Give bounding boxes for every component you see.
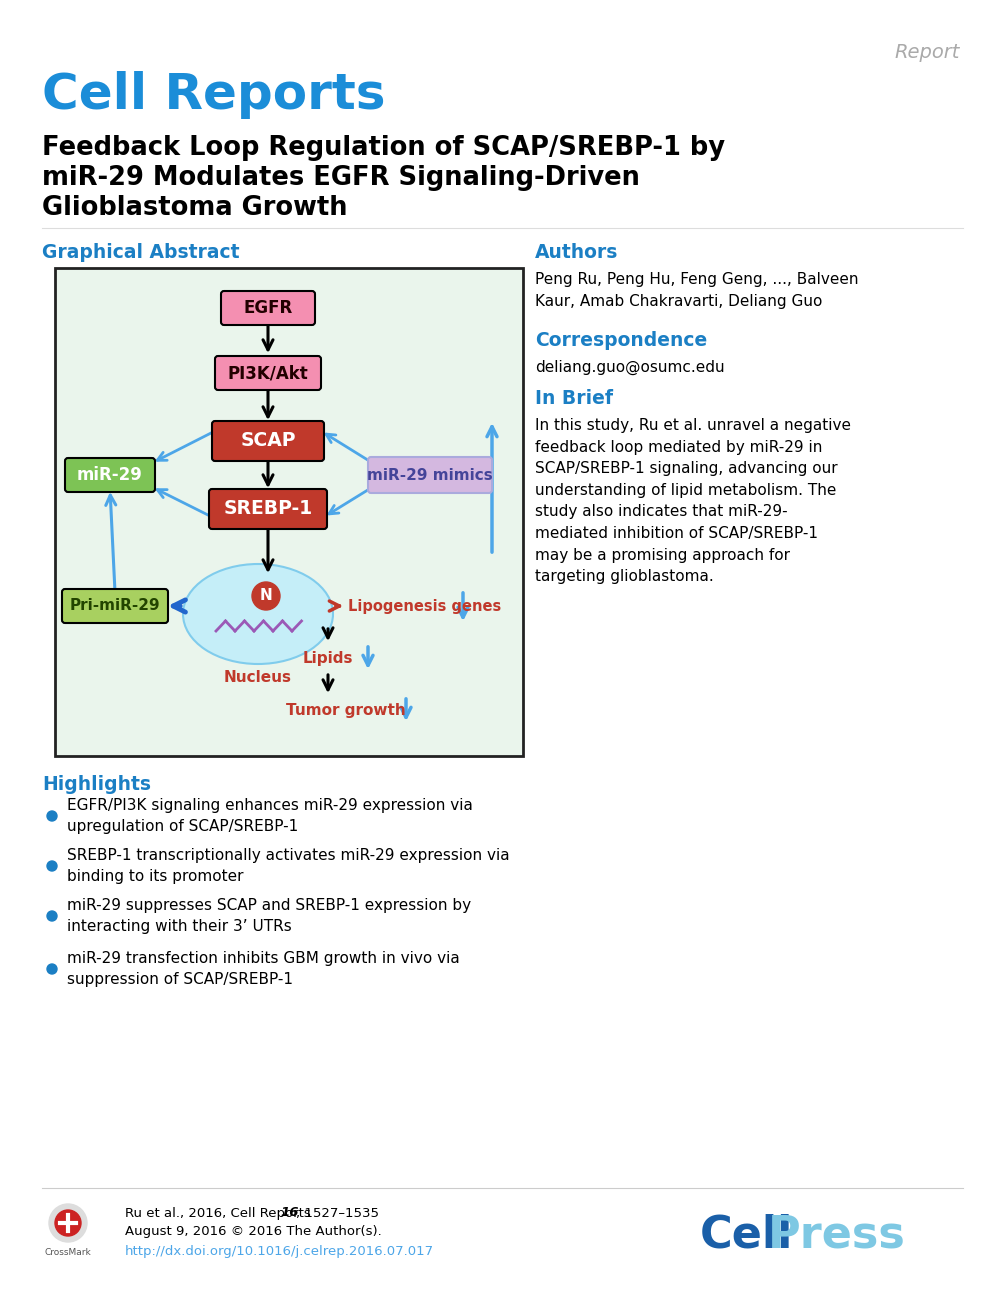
Text: August 9, 2016 © 2016 The Author(s).: August 9, 2016 © 2016 The Author(s). [125,1225,382,1238]
Text: N: N [259,589,272,603]
Text: Feedback Loop Regulation of SCAP/SREBP-1 by: Feedback Loop Regulation of SCAP/SREBP-1… [42,134,725,161]
Text: Nucleus: Nucleus [224,671,292,685]
Circle shape [47,861,57,870]
Text: Highlights: Highlights [42,774,151,793]
Text: SREBP-1 transcriptionally activates miR-29 expression via
binding to its promote: SREBP-1 transcriptionally activates miR-… [67,848,510,885]
Bar [55,268,523,756]
Text: Cell Reports: Cell Reports [42,70,386,119]
Ellipse shape [183,564,333,664]
FancyBboxPatch shape [65,458,155,492]
Text: 16: 16 [280,1207,298,1219]
Text: miR-29 suppresses SCAP and SREBP-1 expression by
interacting with their 3’ UTRs: miR-29 suppresses SCAP and SREBP-1 expre… [67,898,471,934]
Circle shape [47,911,57,921]
FancyBboxPatch shape [212,422,324,461]
Text: miR-29: miR-29 [77,466,143,484]
Text: In Brief: In Brief [535,389,613,407]
Text: Press: Press [768,1214,906,1257]
FancyBboxPatch shape [62,589,168,622]
FancyBboxPatch shape [368,457,492,493]
Circle shape [49,1205,87,1242]
Text: CrossMark: CrossMark [44,1248,91,1257]
Text: PI3K/Akt: PI3K/Akt [227,364,309,382]
Text: SREBP-1: SREBP-1 [223,500,313,518]
Text: Pri-miR-29: Pri-miR-29 [69,599,161,613]
Text: Peng Ru, Peng Hu, Feng Geng, ..., Balveen
Kaur, Amab Chakravarti, Deliang Guo: Peng Ru, Peng Hu, Feng Geng, ..., Balvee… [535,271,858,308]
Text: Ru et al., 2016, Cell Reports: Ru et al., 2016, Cell Reports [125,1207,315,1219]
FancyBboxPatch shape [215,356,321,390]
Text: Report: Report [894,43,960,61]
Text: miR-29 mimics: miR-29 mimics [367,467,492,483]
Circle shape [252,582,280,609]
Text: deliang.guo@osumc.edu: deliang.guo@osumc.edu [535,360,725,376]
Text: Lipogenesis genes: Lipogenesis genes [348,599,501,613]
Text: Correspondence: Correspondence [535,330,708,350]
Circle shape [47,964,57,974]
Text: Glioblastoma Growth: Glioblastoma Growth [42,194,348,221]
Text: miR-29 Modulates EGFR Signaling-Driven: miR-29 Modulates EGFR Signaling-Driven [42,164,640,191]
Text: , 1527–1535: , 1527–1535 [296,1207,379,1219]
Text: Authors: Authors [535,243,618,261]
Text: http://dx.doi.org/10.1016/j.celrep.2016.07.017: http://dx.doi.org/10.1016/j.celrep.2016.… [125,1245,434,1258]
FancyBboxPatch shape [209,489,327,529]
Text: Cell: Cell [700,1214,793,1257]
Text: EGFR/PI3K signaling enhances miR-29 expression via
upregulation of SCAP/SREBP-1: EGFR/PI3K signaling enhances miR-29 expr… [67,797,473,834]
FancyBboxPatch shape [221,291,315,325]
Circle shape [47,810,57,821]
Text: EGFR: EGFR [243,299,292,317]
Text: Graphical Abstract: Graphical Abstract [42,243,239,261]
Text: SCAP: SCAP [240,432,295,450]
Text: In this study, Ru et al. unravel a negative
feedback loop mediated by miR-29 in
: In this study, Ru et al. unravel a negat… [535,418,851,585]
Text: miR-29 transfection inhibits GBM growth in vivo via
suppression of SCAP/SREBP-1: miR-29 transfection inhibits GBM growth … [67,951,459,988]
Circle shape [55,1210,81,1236]
Text: Lipids: Lipids [303,650,354,666]
Text: Tumor growth: Tumor growth [286,702,406,718]
